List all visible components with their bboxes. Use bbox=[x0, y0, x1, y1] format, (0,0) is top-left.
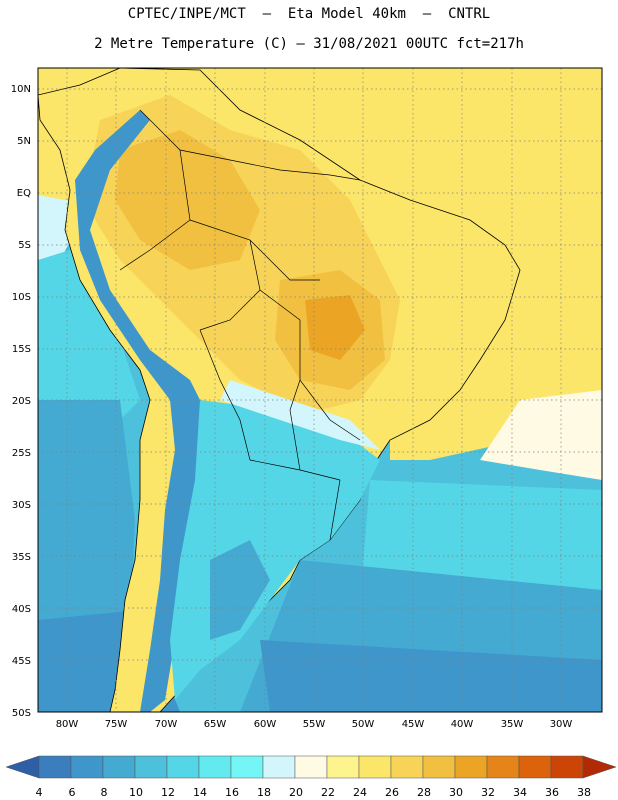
lat-label: 5N bbox=[17, 136, 31, 147]
lat-label: 45S bbox=[12, 656, 31, 667]
lat-label: 50S bbox=[12, 708, 31, 719]
colorbar-upper-triangle bbox=[582, 755, 617, 779]
colorbar-swatch bbox=[486, 755, 520, 779]
colorbar-tick-label: 38 bbox=[577, 786, 591, 799]
south-atlantic-band bbox=[360, 480, 602, 600]
colorbar-swatch bbox=[230, 755, 264, 779]
country-borders bbox=[119, 109, 361, 541]
lat-label: 40S bbox=[12, 604, 31, 615]
colorbar-swatch bbox=[326, 755, 360, 779]
longitude-axis: 80W 75W 70W 65W 60W 55W 50W 45W 40W 35W … bbox=[56, 719, 573, 730]
colorbar-tick-label: 16 bbox=[225, 786, 239, 799]
amazon-hot-region bbox=[115, 130, 260, 270]
graticule bbox=[38, 68, 602, 712]
cool-front-band bbox=[220, 380, 380, 450]
colorbar-swatch bbox=[358, 755, 392, 779]
lat-label: 10N bbox=[11, 84, 31, 95]
lon-label: 55W bbox=[303, 719, 326, 730]
lon-label: 40W bbox=[451, 719, 474, 730]
lon-label: 65W bbox=[204, 719, 227, 730]
andes-cold-strip bbox=[75, 110, 210, 712]
colorbar-swatch bbox=[262, 755, 296, 779]
latitude-axis: 10N 5N EQ 5S 10S 15S 20S 25S 30S 35S 40S… bbox=[11, 84, 31, 719]
lat-label: 20S bbox=[12, 396, 31, 407]
colorbar-tick-label: 4 bbox=[36, 786, 43, 799]
colorbar-swatch bbox=[198, 755, 232, 779]
colorbar-swatch bbox=[422, 755, 456, 779]
colorbar-tick-label: 14 bbox=[193, 786, 207, 799]
colorbar-swatch bbox=[166, 755, 200, 779]
lat-label: 30S bbox=[12, 500, 31, 511]
lon-label: 70W bbox=[155, 719, 178, 730]
colorbar-tick-label: 8 bbox=[101, 786, 108, 799]
lon-label: 75W bbox=[105, 719, 128, 730]
lon-label: 50W bbox=[352, 719, 375, 730]
chart-title-line-2: 2 Metre Temperature (C) – 31/08/2021 00U… bbox=[94, 36, 524, 52]
pacific-ocean-band bbox=[38, 250, 140, 420]
southern-pacific-band bbox=[38, 400, 135, 640]
lat-label: 5S bbox=[18, 240, 31, 251]
colorbar-tick-label: 28 bbox=[417, 786, 431, 799]
colorbar-tick-label: 20 bbox=[289, 786, 303, 799]
colorbar-tick-label: 12 bbox=[161, 786, 175, 799]
colorbar-tick-label: 10 bbox=[129, 786, 143, 799]
lon-label: 80W bbox=[56, 719, 79, 730]
colorbar-labels: 4 6 8 10 12 14 16 18 20 22 24 26 28 30 3… bbox=[36, 786, 592, 799]
lat-label: 35S bbox=[12, 552, 31, 563]
chart-title-line-1: CPTEC/INPE/MCT – Eta Model 40km – CNTRL bbox=[127, 6, 491, 22]
colorbar-swatch bbox=[102, 755, 136, 779]
colorbar-swatch bbox=[550, 755, 584, 779]
map-field bbox=[38, 68, 602, 712]
colorbar-tick-label: 18 bbox=[257, 786, 271, 799]
lon-label: 30W bbox=[550, 719, 573, 730]
colorbar bbox=[5, 755, 617, 779]
colorbar-tick-label: 6 bbox=[69, 786, 76, 799]
lat-label: EQ bbox=[17, 188, 31, 199]
lon-label: 45W bbox=[402, 719, 425, 730]
colorbar-lower-triangle bbox=[5, 755, 40, 779]
colorbar-tick-label: 36 bbox=[545, 786, 559, 799]
colorbar-tick-label: 30 bbox=[449, 786, 463, 799]
map-frame bbox=[37, 67, 603, 713]
colorbar-swatch bbox=[454, 755, 488, 779]
lon-label: 60W bbox=[254, 719, 277, 730]
colorbar-tick-label: 34 bbox=[513, 786, 527, 799]
atlantic-mild-ocean bbox=[480, 390, 602, 480]
lon-label: 35W bbox=[501, 719, 524, 730]
colorbar-tick-label: 32 bbox=[481, 786, 495, 799]
colorbar-swatch bbox=[294, 755, 328, 779]
colorbar-tick-label: 22 bbox=[321, 786, 335, 799]
colorbar-swatch bbox=[70, 755, 104, 779]
lat-label: 25S bbox=[12, 448, 31, 459]
lat-label: 15S bbox=[12, 344, 31, 355]
lat-label: 10S bbox=[12, 292, 31, 303]
central-brazil-peak bbox=[305, 295, 365, 360]
patagonia-cool bbox=[210, 540, 270, 640]
colorbar-swatch bbox=[518, 755, 552, 779]
colorbar-swatch bbox=[38, 755, 72, 779]
colorbar-swatch bbox=[134, 755, 168, 779]
colorbar-tick-label: 24 bbox=[353, 786, 367, 799]
colorbar-tick-label: 26 bbox=[385, 786, 399, 799]
colorbar-swatch bbox=[390, 755, 424, 779]
south-atlantic-cold bbox=[260, 640, 602, 712]
